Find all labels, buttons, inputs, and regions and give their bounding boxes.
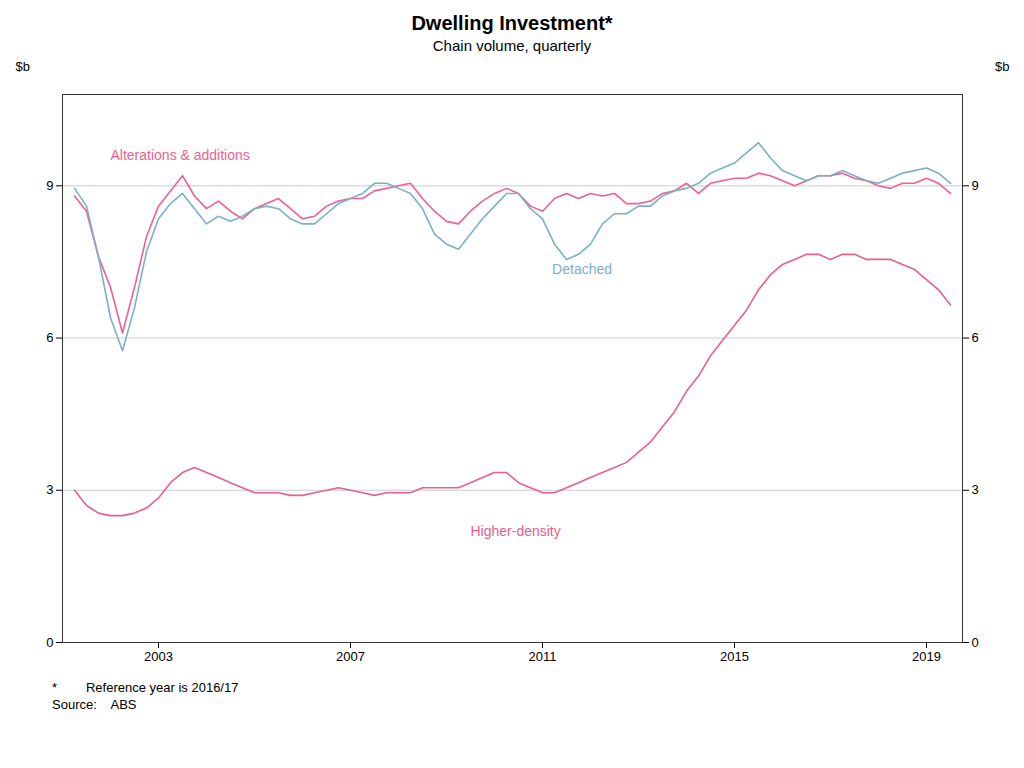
- svg-text:0: 0: [46, 635, 53, 650]
- svg-text:Alterations & additions: Alterations & additions: [111, 147, 250, 163]
- svg-text:$b: $b: [16, 59, 30, 74]
- svg-text:9: 9: [972, 178, 979, 193]
- svg-text:$b: $b: [995, 59, 1009, 74]
- html-text:* Reference year is 2016/17: * Reference year is 2016/17: [52, 680, 239, 695]
- svg-text:2019: 2019: [912, 649, 941, 664]
- html-text:Dwelling Investment*: Dwelling Investment*: [411, 12, 613, 34]
- svg-text:3: 3: [46, 482, 53, 497]
- svg-text:6: 6: [972, 330, 979, 345]
- html-text:Chain volume, quarterly: Chain volume, quarterly: [432, 37, 592, 54]
- svg-text:2015: 2015: [720, 649, 749, 664]
- svg-text:2011: 2011: [529, 649, 557, 664]
- svg-text:0: 0: [972, 635, 979, 650]
- svg-text:3: 3: [972, 482, 979, 497]
- html-text:Source: ABS: Source: ABS: [52, 697, 137, 712]
- svg-text:Higher-density: Higher-density: [471, 523, 561, 539]
- svg-text:2003: 2003: [144, 649, 173, 664]
- svg-text:6: 6: [46, 330, 53, 345]
- svg-text:2007: 2007: [336, 649, 365, 664]
- svg-text:Detached: Detached: [552, 261, 612, 277]
- svg-text:9: 9: [46, 178, 53, 193]
